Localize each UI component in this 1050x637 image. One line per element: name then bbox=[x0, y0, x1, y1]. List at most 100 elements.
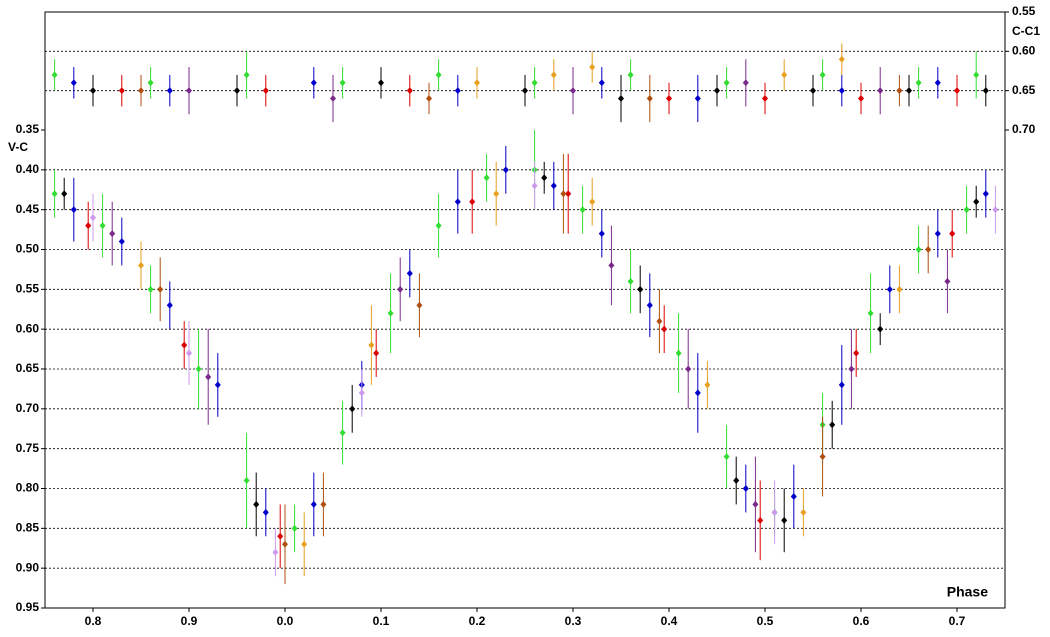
y-tick-label: 0.35 bbox=[16, 122, 40, 136]
y-tick-label: 0.55 bbox=[16, 282, 40, 296]
data-point bbox=[838, 55, 845, 63]
data-point bbox=[819, 453, 826, 461]
y2-tick-label: 0.60 bbox=[1012, 44, 1036, 58]
data-point bbox=[373, 349, 380, 357]
data-point bbox=[234, 87, 240, 95]
y2-tick-label: 0.65 bbox=[1012, 83, 1036, 97]
data-point bbox=[90, 87, 96, 95]
data-point bbox=[944, 277, 951, 285]
data-point bbox=[982, 190, 989, 198]
data-point bbox=[762, 95, 768, 103]
y-tick-label: 0.75 bbox=[16, 441, 40, 455]
data-point bbox=[954, 87, 960, 95]
y-tick-label: 0.95 bbox=[16, 600, 40, 614]
data-point bbox=[752, 500, 759, 508]
data-point bbox=[186, 349, 192, 357]
data-point bbox=[790, 492, 797, 500]
data-point bbox=[742, 79, 749, 87]
data-point bbox=[435, 71, 442, 79]
data-point bbox=[848, 365, 855, 373]
data-point bbox=[963, 206, 970, 214]
data-point bbox=[320, 500, 327, 508]
data-point bbox=[469, 198, 476, 206]
data-point bbox=[627, 277, 634, 285]
data-point bbox=[310, 500, 317, 508]
x-tick-label: 0.1 bbox=[373, 614, 390, 628]
data-point bbox=[646, 301, 653, 309]
data-point bbox=[51, 190, 58, 198]
data-point bbox=[531, 79, 538, 87]
data-point bbox=[61, 190, 68, 198]
data-point bbox=[973, 71, 980, 79]
data-point bbox=[426, 95, 432, 103]
x-tick-label: 0.7 bbox=[949, 614, 966, 628]
data-point bbox=[992, 206, 999, 214]
data-point bbox=[147, 285, 154, 293]
data-point bbox=[85, 222, 92, 230]
data-point bbox=[406, 269, 413, 277]
data-point bbox=[714, 87, 720, 95]
data-point bbox=[310, 79, 317, 87]
data-point bbox=[637, 285, 644, 293]
y2-tick-label: 0.55 bbox=[1012, 4, 1036, 18]
data-point bbox=[757, 516, 764, 524]
data-point bbox=[90, 214, 96, 222]
data-point bbox=[685, 365, 692, 373]
data-point bbox=[723, 453, 730, 461]
data-point bbox=[262, 87, 269, 95]
y2-axis-label: C-C1 bbox=[1012, 24, 1040, 38]
data-point bbox=[675, 349, 682, 357]
data-point bbox=[51, 71, 58, 79]
data-point bbox=[262, 508, 269, 516]
data-point bbox=[214, 381, 221, 389]
x-tick-label: 0.9 bbox=[181, 614, 198, 628]
data-point bbox=[565, 190, 572, 198]
data-point bbox=[934, 79, 941, 87]
y-axis-label: V-C bbox=[8, 140, 28, 154]
data-point bbox=[598, 230, 605, 238]
data-point bbox=[493, 190, 500, 198]
data-point bbox=[378, 79, 384, 87]
data-point bbox=[560, 190, 567, 198]
data-point bbox=[358, 389, 365, 397]
data-point bbox=[397, 285, 404, 293]
data-point bbox=[339, 79, 346, 87]
x-axis-label: Phase bbox=[947, 584, 988, 600]
data-point bbox=[416, 301, 423, 309]
data-point bbox=[733, 477, 740, 485]
data-point bbox=[838, 87, 845, 95]
data-point bbox=[243, 477, 250, 485]
y-tick-label: 0.40 bbox=[16, 162, 40, 176]
data-point bbox=[483, 174, 490, 182]
x-tick-label: 0.2 bbox=[469, 614, 486, 628]
data-point bbox=[627, 71, 634, 79]
data-point bbox=[925, 246, 932, 253]
plot-frame bbox=[44, 11, 1006, 609]
data-point bbox=[723, 79, 730, 87]
data-point bbox=[454, 198, 461, 206]
data-point bbox=[109, 230, 116, 238]
data-point bbox=[646, 95, 653, 103]
data-point bbox=[589, 198, 596, 206]
data-point bbox=[886, 285, 893, 293]
data-point bbox=[454, 87, 461, 95]
data-point bbox=[810, 87, 816, 95]
data-point bbox=[982, 87, 989, 95]
x-tick-label: 0.0 bbox=[277, 614, 294, 628]
data-point bbox=[896, 285, 903, 293]
data-point bbox=[550, 71, 557, 79]
y2-tick-label: 0.70 bbox=[1012, 122, 1036, 136]
data-point bbox=[387, 309, 394, 317]
data-point bbox=[694, 389, 701, 397]
data-point bbox=[253, 500, 260, 508]
x-tick-label: 0.5 bbox=[757, 614, 774, 628]
data-point bbox=[339, 429, 346, 437]
x-tick-label: 0.6 bbox=[853, 614, 870, 628]
data-point bbox=[819, 71, 826, 79]
data-point bbox=[406, 87, 413, 95]
data-point bbox=[205, 373, 212, 381]
data-point bbox=[118, 238, 125, 246]
data-point bbox=[877, 325, 884, 333]
